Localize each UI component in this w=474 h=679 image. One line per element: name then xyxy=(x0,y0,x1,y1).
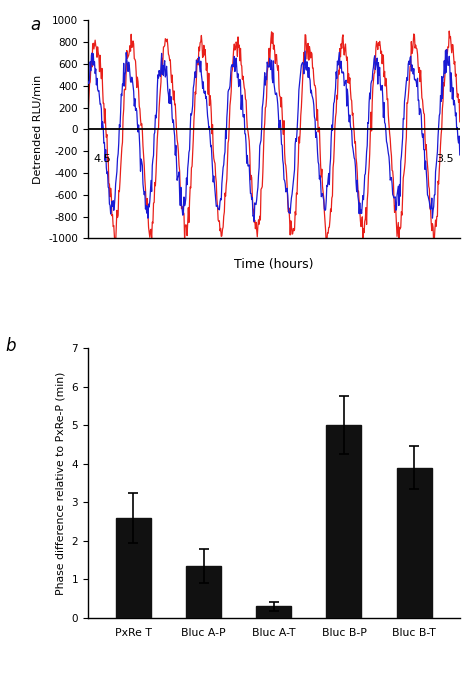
Text: b: b xyxy=(6,337,16,355)
Text: 3.5: 3.5 xyxy=(437,154,454,164)
Y-axis label: Detrended RLU/min: Detrended RLU/min xyxy=(33,75,43,184)
Bar xyxy=(327,425,362,618)
Bar xyxy=(186,566,221,618)
Bar xyxy=(397,468,432,618)
Bar xyxy=(116,517,151,618)
Text: 4.5: 4.5 xyxy=(93,154,111,164)
X-axis label: Time (hours): Time (hours) xyxy=(234,258,313,271)
Bar xyxy=(256,606,292,618)
Text: a: a xyxy=(30,16,40,34)
Y-axis label: Phase difference relative to PxRe-P (min): Phase difference relative to PxRe-P (min… xyxy=(56,371,66,595)
